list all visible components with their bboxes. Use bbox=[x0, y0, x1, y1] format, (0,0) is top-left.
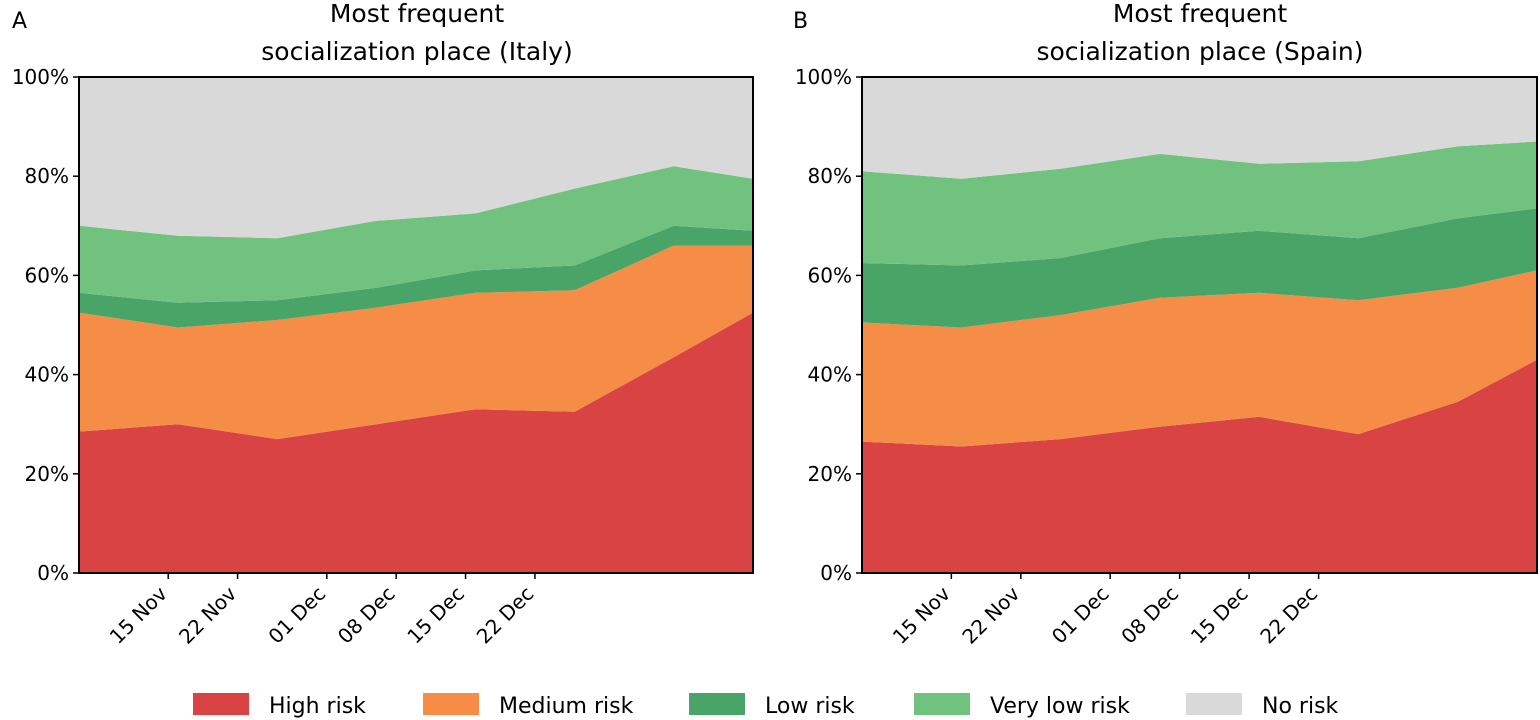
legend-label-very-low: Very low risk bbox=[990, 694, 1130, 719]
y-tick-label: 100% bbox=[12, 65, 69, 89]
y-tick-label: 20% bbox=[808, 462, 852, 486]
y-tick-label: 80% bbox=[808, 164, 852, 188]
area-layers bbox=[862, 77, 1537, 573]
panel-label: A bbox=[12, 9, 27, 34]
x-tick-label: 15 Dec bbox=[1186, 582, 1253, 649]
area-layers bbox=[79, 77, 753, 573]
y-tick-label: 0% bbox=[820, 561, 852, 585]
y-tick-label: 80% bbox=[25, 164, 69, 188]
y-axis: 0% 20% 40% 60% 80% 100% bbox=[12, 65, 79, 585]
y-axis: 0% 20% 40% 60% 80% 100% bbox=[795, 65, 862, 585]
area-high bbox=[862, 359, 1537, 573]
area-none bbox=[79, 77, 753, 239]
chart-title-line1: Most frequent bbox=[330, 0, 504, 28]
legend-label-medium: Medium risk bbox=[499, 694, 634, 719]
legend-label-none: No risk bbox=[1262, 694, 1339, 719]
x-tick-label: 22 Dec bbox=[472, 582, 539, 649]
area-very-low bbox=[862, 141, 1537, 266]
panel-spain: B Most frequent socialization place (Spa… bbox=[793, 0, 1538, 649]
x-tick-label: 08 Dec bbox=[1116, 582, 1183, 649]
legend-swatch-none bbox=[1186, 693, 1242, 715]
x-tick-label: 01 Dec bbox=[1047, 582, 1114, 649]
plot-frame bbox=[78, 76, 754, 574]
y-tick-label: 40% bbox=[808, 363, 852, 387]
area-low bbox=[862, 208, 1537, 328]
x-tick-label: 22 Nov bbox=[174, 581, 241, 648]
y-tick-label: 20% bbox=[25, 462, 69, 486]
chart-title-line2: socialization place (Spain) bbox=[1036, 37, 1363, 66]
x-tick-label: 15 Nov bbox=[888, 581, 955, 648]
x-axis: 15 Nov 22 Nov 01 Dec 08 Dec 15 Dec 22 Dec bbox=[888, 573, 1322, 649]
x-tick-label: 15 Nov bbox=[105, 581, 172, 648]
area-none bbox=[862, 77, 1537, 179]
area-very-low bbox=[79, 166, 753, 303]
x-tick-label: 01 Dec bbox=[263, 582, 330, 649]
legend-swatch-low bbox=[689, 693, 745, 715]
x-tick-label: 22 Nov bbox=[957, 581, 1024, 648]
plot-frame bbox=[861, 76, 1538, 574]
legend-label-high: High risk bbox=[269, 694, 366, 719]
y-tick-label: 60% bbox=[808, 263, 852, 287]
area-low bbox=[79, 225, 753, 328]
x-tick-label: 08 Dec bbox=[333, 582, 400, 649]
chart-title-line1: Most frequent bbox=[1113, 0, 1287, 28]
legend: High risk Medium risk Low risk Very low ris… bbox=[193, 693, 1339, 719]
panel-italy: A Most frequent socialization place (Ita… bbox=[12, 0, 754, 649]
area-medium bbox=[79, 245, 753, 440]
legend-swatch-very-low bbox=[914, 693, 970, 715]
legend-label-low: Low risk bbox=[765, 694, 855, 719]
x-axis: 15 Nov 22 Nov 01 Dec 08 Dec 15 Dec 22 Dec bbox=[105, 573, 539, 649]
legend-swatch-high bbox=[193, 693, 249, 715]
x-tick-label: 22 Dec bbox=[1255, 582, 1322, 649]
x-tick-label: 15 Dec bbox=[402, 582, 469, 649]
legend-swatch-medium bbox=[423, 693, 479, 715]
area-medium bbox=[862, 270, 1537, 447]
panel-label: B bbox=[793, 9, 808, 34]
area-high bbox=[79, 312, 753, 573]
y-tick-label: 60% bbox=[25, 263, 69, 287]
chart-title-line2: socialization place (Italy) bbox=[261, 37, 572, 66]
y-tick-label: 0% bbox=[37, 561, 69, 585]
y-tick-label: 100% bbox=[795, 65, 852, 89]
y-tick-label: 40% bbox=[25, 363, 69, 387]
